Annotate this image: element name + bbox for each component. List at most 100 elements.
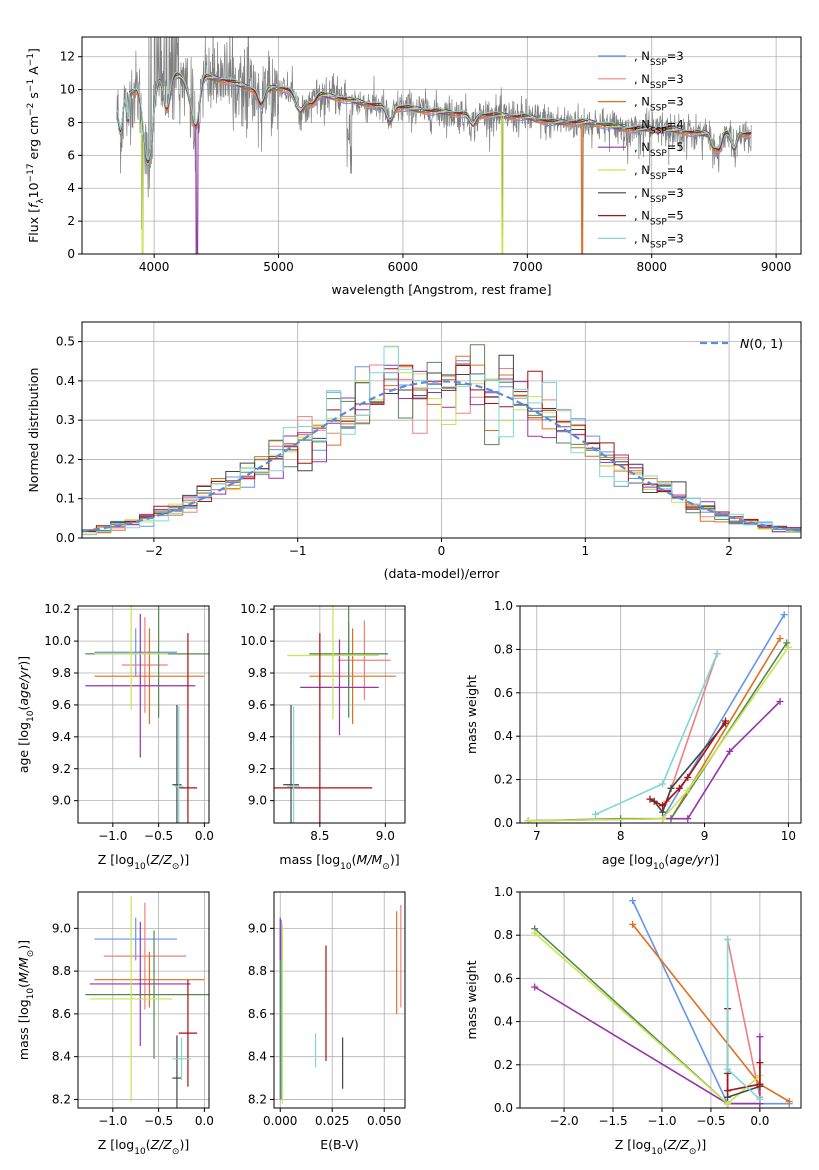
legend-label-normal: N(0, 1) bbox=[740, 336, 783, 351]
y-tick-label: 8.4 bbox=[52, 1050, 71, 1064]
x-axis-label-part: )] bbox=[390, 852, 400, 867]
axes-frame-group: 8.5 9.0 9.0 9.2 9.4 9.6 9.8 10.0 10.2 mass [log10… bbox=[240, 602, 406, 872]
y-axis-label-part: )] bbox=[16, 656, 31, 666]
axes-frame-group: −1.0 −0.5 0.08.28.48.68.89.0Z [log10(Z/Z⊙)… bbox=[16, 891, 214, 1157]
y-axis-label: mass [log10(M/M⊙)] bbox=[16, 940, 36, 1060]
axes-frame bbox=[273, 891, 406, 1109]
y-tick-label: 9.0 bbox=[248, 794, 267, 808]
plot-area bbox=[274, 606, 396, 823]
y-tick-label: 1.0 bbox=[494, 599, 513, 613]
y-axis-label-part: 10 bbox=[26, 988, 36, 1000]
y-tick-label: 0.0 bbox=[494, 816, 513, 830]
axes-frame-group: −2.0 −1.5 −1.0 −0.5 0.0 0.0 0.2 0.4 0.6 0.8 1.0 Z [… bbox=[464, 885, 802, 1157]
legend-label-part: (0, 1) bbox=[749, 336, 783, 351]
y-axis-label-part: )] bbox=[16, 940, 31, 950]
y-axis-label-part: ⊙ bbox=[26, 950, 36, 958]
y-tick-label: 0.0 bbox=[494, 1101, 513, 1115]
age-weight-marker bbox=[684, 815, 692, 823]
grid-lines bbox=[520, 605, 801, 824]
z-weight-marker bbox=[724, 936, 732, 944]
x-tick-label: −1.5 bbox=[598, 1114, 627, 1128]
y-tick-label: 8.6 bbox=[52, 1007, 71, 1021]
y-tick-label: 9.0 bbox=[52, 794, 71, 808]
y-tick-label: 0.4 bbox=[494, 1015, 513, 1029]
age-weight-marker bbox=[659, 808, 667, 816]
age-weight-marker bbox=[722, 717, 730, 725]
z-mass-point-1 bbox=[103, 902, 187, 1010]
x-axis-label-part: log bbox=[115, 852, 134, 867]
x-axis-label-part: Z [ bbox=[98, 852, 115, 867]
x-tick-label: 0.000 bbox=[263, 1114, 297, 1128]
z-mass-point-8 bbox=[172, 1037, 191, 1081]
z-age-point-6 bbox=[172, 704, 182, 823]
y-tick-label: 9.8 bbox=[248, 666, 267, 680]
age-weight-marker bbox=[659, 802, 667, 810]
x-tick-label: 0.050 bbox=[367, 1114, 401, 1128]
y-tick-label: 0.6 bbox=[494, 971, 513, 985]
axes-frame bbox=[519, 605, 802, 824]
x-tick-label: −1.0 bbox=[98, 1114, 127, 1128]
y-tick-label: 0.2 bbox=[494, 1058, 513, 1072]
y-tick-label: 9.4 bbox=[52, 730, 71, 744]
grid-lines bbox=[78, 606, 209, 823]
x-tick-label: 0.0 bbox=[195, 1114, 214, 1128]
age-weight-line-1 bbox=[666, 653, 718, 802]
grid-lines bbox=[274, 892, 405, 1108]
y-axis-label-part: M/M bbox=[16, 957, 31, 983]
normal-reference-curve bbox=[82, 380, 801, 533]
y-axis-label-part: ( bbox=[16, 983, 31, 988]
legend-label-part: SSP bbox=[650, 218, 667, 228]
z-age-point-7 bbox=[178, 633, 198, 823]
x-tick-label: 9.0 bbox=[376, 829, 395, 843]
y-axis-label-part: s bbox=[26, 92, 41, 103]
legend-label-1: , NSSP=3 bbox=[634, 72, 684, 91]
x-axis-label-part: 10 bbox=[134, 1147, 146, 1157]
x-axis-label-part: log bbox=[115, 1137, 134, 1152]
age-weight-marker bbox=[776, 635, 784, 643]
axes-4: 8.5 9.0 9.0 9.2 9.4 9.6 9.8 10.0 10.2 mass [log10… bbox=[240, 602, 406, 872]
y-tick-label: 9.6 bbox=[52, 698, 71, 712]
plot-area bbox=[85, 896, 209, 1108]
z-weight-marker bbox=[724, 1093, 732, 1101]
z-age-point-1 bbox=[121, 617, 168, 713]
x-tick-label: 5000 bbox=[263, 260, 294, 274]
legend-label-part: , N bbox=[634, 49, 650, 63]
x-tick-label: 0.0 bbox=[750, 1114, 769, 1128]
age-weight-line-3 bbox=[528, 642, 788, 822]
x-axis-label: E(B-V) bbox=[320, 1137, 359, 1152]
axes-frame bbox=[519, 891, 802, 1109]
z-mass-point-5 bbox=[89, 896, 173, 1102]
legend-label-part: =5 bbox=[667, 140, 684, 154]
z-weight-marker bbox=[724, 1065, 732, 1073]
z-weight-marker bbox=[756, 1059, 764, 1067]
legend-label-part: , N bbox=[634, 72, 650, 86]
x-axis-label: wavelength [Angstrom, rest frame] bbox=[331, 282, 551, 297]
y-axis-label: age [log10(age/yr)] bbox=[16, 656, 36, 773]
z-mass-point-2 bbox=[94, 951, 205, 1008]
legend-label-part: =4 bbox=[667, 163, 684, 177]
y-tick-label: 9.0 bbox=[52, 921, 71, 935]
legend-label-2: , NSSP=3 bbox=[634, 95, 684, 114]
axes-frame bbox=[81, 36, 802, 255]
y-axis-label-part: ] bbox=[26, 48, 41, 53]
legend-label-part: =5 bbox=[667, 209, 684, 223]
axes-frame-group: 4000 5000 6000 7000 8000 9000 0 2 4 6 8 10 12 wavelen… bbox=[26, 36, 802, 297]
z-mass-point-4 bbox=[89, 921, 191, 1046]
age-weight-line-8 bbox=[595, 653, 718, 816]
legend-label-part: SSP bbox=[650, 104, 667, 114]
z-mass-point-0 bbox=[94, 917, 177, 961]
x-axis-label: Z [log10(Z/Z⊙)] bbox=[98, 852, 189, 872]
x-axis-label-part: ⊙ bbox=[382, 862, 390, 872]
legend-label-part: SSP bbox=[650, 149, 667, 159]
age-weight-marker bbox=[659, 780, 667, 788]
x-axis-label-part: Z/Z bbox=[150, 852, 173, 867]
y-axis-label-part: mass weight bbox=[464, 960, 479, 1039]
grid-lines bbox=[78, 892, 209, 1108]
x-axis-label-part: ( bbox=[146, 852, 151, 867]
y-tick-label: 8.4 bbox=[248, 1050, 267, 1064]
y-axis-label-part: A bbox=[26, 66, 41, 79]
legend-label-part: N bbox=[740, 336, 750, 351]
y-axis-label-part: Flux [ bbox=[26, 208, 41, 243]
age-weight-marker bbox=[684, 786, 692, 794]
x-axis-label-part: Z/Z bbox=[150, 1137, 173, 1152]
